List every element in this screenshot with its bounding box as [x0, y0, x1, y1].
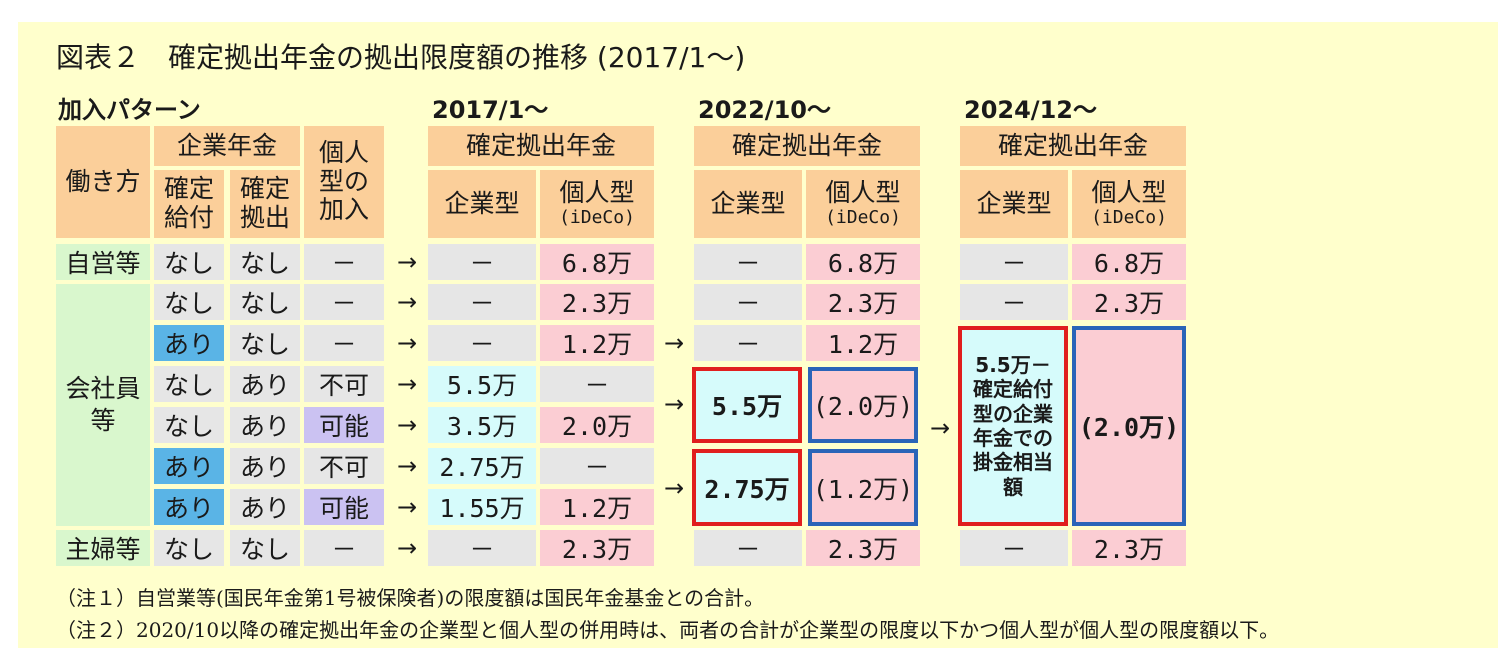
cell-db: なし	[154, 244, 224, 280]
cell-i24: 2.3万	[1072, 284, 1186, 320]
arrow-icon: →	[663, 474, 685, 502]
cell-i17: 6.8万	[540, 244, 654, 280]
cell-db: あり	[154, 489, 224, 525]
merged-c24: 5.5万－ 確定給付 型の企業 年金での 掛金相当 額	[958, 326, 1068, 526]
cell-dc: なし	[230, 530, 300, 566]
cell-dc: なし	[230, 325, 300, 361]
ind-type-header-2017: 個人型 (iDeCo)	[540, 170, 654, 238]
figure: 図表２ 確定拠出年金の拠出限度額の推移 (2017/1～) 加入パターン 201…	[18, 22, 1498, 648]
corp-type-header-2017: 企業型	[428, 170, 536, 238]
period-2017-heading: 2017/1～	[432, 96, 549, 124]
cell-dc: あり	[230, 489, 300, 525]
cell-c17: －	[428, 325, 536, 361]
figure-title: 図表２ 確定拠出年金の拠出限度額の推移 (2017/1～)	[56, 41, 746, 74]
work-style-header: 働き方	[56, 126, 150, 238]
cell-i24: 6.8万	[1072, 244, 1186, 280]
note-2: （注２）2020/10以降の確定拠出年金の企業型と個人型の併用時は、両者の合計が…	[56, 618, 1280, 642]
cell-db: なし	[154, 530, 224, 566]
arrow-icon: →	[663, 329, 685, 357]
cell-ind: 可能	[304, 407, 384, 443]
arrow-icon: →	[396, 452, 418, 480]
cell-db: あり	[154, 448, 224, 484]
arrow-icon: →	[396, 329, 418, 357]
cell-ind: －	[304, 284, 384, 320]
ind-type-header-2024: 個人型 (iDeCo)	[1072, 170, 1186, 238]
cell-i24: 2.3万	[1072, 530, 1186, 566]
cell-c17: －	[428, 530, 536, 566]
pattern-heading: 加入パターン	[58, 96, 201, 124]
merged-c22-a: 5.5万	[692, 367, 802, 443]
cell-c24: －	[960, 530, 1068, 566]
cell-db: なし	[154, 366, 224, 402]
cell-c17: 5.5万	[428, 366, 536, 402]
cell-c22: －	[694, 244, 802, 280]
note-1: （注１）自営業等(国民年金第1号被保険者)の限度額は国民年金基金との合計。	[56, 586, 765, 610]
cell-db: あり	[154, 325, 224, 361]
cell-c22: －	[694, 325, 802, 361]
arrow-icon: →	[396, 493, 418, 521]
cell-db: なし	[154, 407, 224, 443]
cell-i22: 2.3万	[806, 284, 920, 320]
cell-c17: 1.55万	[428, 489, 536, 525]
period-2024-heading: 2024/12～	[964, 96, 1097, 124]
merged-i22-a: (2.0万)	[808, 367, 918, 443]
cell-i17: －	[540, 366, 654, 402]
merged-c22-b: 2.75万	[692, 449, 802, 526]
cell-dc: あり	[230, 407, 300, 443]
cell-dc: なし	[230, 244, 300, 280]
cell-i17: －	[540, 448, 654, 484]
cell-dc: あり	[230, 366, 300, 402]
arrow-icon: →	[663, 390, 685, 418]
cell-i22: 2.3万	[806, 530, 920, 566]
cell-i17: 1.2万	[540, 489, 654, 525]
cell-ind: 不可	[304, 448, 384, 484]
individual-join-header: 個人 型の 加入	[304, 126, 384, 238]
cell-c24: －	[960, 284, 1068, 320]
cell-ind: 可能	[304, 489, 384, 525]
cell-db: なし	[154, 284, 224, 320]
group-housewife: 主婦等	[56, 530, 150, 566]
merged-i22-b: (1.2万)	[808, 449, 918, 526]
dc-header-2024: 確定拠出年金	[960, 126, 1186, 166]
cell-c17: 2.75万	[428, 448, 536, 484]
group-self-employed: 自営等	[56, 244, 150, 280]
db-header: 確定 給付	[154, 170, 224, 238]
cell-c17: －	[428, 244, 536, 280]
cell-dc: なし	[230, 284, 300, 320]
dc-header: 確定 拠出	[230, 170, 300, 238]
cell-ind: －	[304, 325, 384, 361]
cell-i17: 2.0万	[540, 407, 654, 443]
arrow-icon: →	[396, 248, 418, 276]
arrow-icon: →	[396, 370, 418, 398]
cell-i22: 1.2万	[806, 325, 920, 361]
cell-c24: －	[960, 244, 1068, 280]
cell-ind: －	[304, 244, 384, 280]
dc-header-2022: 確定拠出年金	[694, 126, 920, 166]
corp-type-header-2024: 企業型	[960, 170, 1068, 238]
group-employee: 会社員等	[56, 284, 150, 526]
merged-i24: (2.0万)	[1072, 326, 1186, 526]
ind-type-header-2022: 個人型 (iDeCo)	[806, 170, 920, 238]
arrow-icon: →	[396, 534, 418, 562]
cell-ind: －	[304, 530, 384, 566]
cell-i22: 6.8万	[806, 244, 920, 280]
corp-type-header-2022: 企業型	[694, 170, 802, 238]
corporate-pension-header: 企業年金	[154, 126, 300, 166]
cell-i17: 2.3万	[540, 284, 654, 320]
cell-c17: 3.5万	[428, 407, 536, 443]
cell-i17: 2.3万	[540, 530, 654, 566]
cell-ind: 不可	[304, 366, 384, 402]
period-2022-heading: 2022/10～	[698, 96, 831, 124]
dc-header-2017: 確定拠出年金	[428, 126, 654, 166]
cell-c22: －	[694, 284, 802, 320]
cell-c17: －	[428, 284, 536, 320]
arrow-icon: →	[396, 288, 418, 316]
cell-i17: 1.2万	[540, 325, 654, 361]
arrow-icon: →	[929, 414, 951, 442]
cell-dc: あり	[230, 448, 300, 484]
arrow-icon: →	[396, 411, 418, 439]
cell-c22: －	[694, 530, 802, 566]
